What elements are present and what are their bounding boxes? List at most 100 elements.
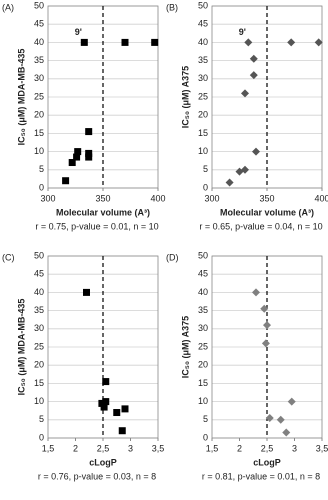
y-tick-label: 30 (198, 73, 208, 83)
x-tick-label: 3 (128, 443, 133, 453)
x-tick-label: 3,5 (316, 443, 328, 453)
y-tick-label: 15 (198, 378, 208, 388)
y-tick-label: 25 (34, 91, 44, 101)
point (74, 148, 82, 156)
y-tick-label: 20 (34, 110, 44, 120)
y-tick-label: 10 (34, 396, 44, 406)
y-tick-label: 20 (198, 360, 208, 370)
point (73, 153, 81, 161)
y-tick-label: 0 (39, 432, 44, 442)
y-axis-label: IC₅₀ (μM) MDA-MB-435 (16, 299, 26, 396)
panel-label: (A) (2, 2, 14, 12)
point (287, 397, 296, 406)
point (225, 178, 234, 187)
point (100, 403, 108, 411)
point (85, 149, 93, 157)
panel-label: (C) (2, 252, 15, 262)
point (265, 413, 274, 422)
point (85, 153, 93, 161)
y-tick-label: 30 (34, 73, 44, 83)
y-tick-label: 50 (34, 250, 44, 260)
x-tick-label: 350 (259, 193, 274, 203)
y-tick-label: 10 (34, 146, 44, 156)
x-tick-label: 3 (292, 443, 297, 453)
x-axis-label: cLogP (253, 457, 281, 467)
panel-label: (B) (166, 2, 178, 12)
x-axis-label: Molecular volume (A³) (220, 207, 314, 217)
point (83, 288, 90, 296)
point (102, 378, 110, 386)
x-tick-label: 300 (204, 193, 219, 203)
annotation: 9' (239, 27, 246, 37)
x-tick-label: 2,5 (97, 443, 110, 453)
y-tick-label: 45 (34, 19, 44, 29)
footer: r = 0.75, p-value = 0.01, n = 10 (35, 221, 158, 231)
y-tick-label: 5 (39, 414, 44, 424)
y-tick-label: 0 (203, 182, 208, 192)
y-tick-label: 50 (34, 0, 44, 10)
y-tick-label: 35 (34, 305, 44, 315)
y-axis-label: IC₅₀ (μM) MDA-MB-435 (16, 49, 26, 146)
y-tick-label: 15 (34, 378, 44, 388)
point (276, 415, 285, 424)
point (252, 147, 260, 156)
footer: r = 0.81, p-value = 0.01, n = 8 (202, 471, 320, 481)
x-tick-label: 1,5 (42, 443, 55, 453)
x-tick-label: 1,5 (206, 443, 219, 453)
y-tick-label: 45 (198, 19, 208, 29)
y-tick-label: 25 (34, 341, 44, 351)
x-tick-label: 300 (40, 193, 55, 203)
y-tick-label: 0 (39, 182, 44, 192)
point (260, 304, 269, 313)
point (263, 321, 271, 330)
point (113, 409, 121, 417)
y-tick-label: 40 (198, 37, 208, 47)
y-axis-label: IC₅₀ (μM) A375 (180, 316, 190, 378)
point (68, 159, 76, 167)
y-tick-label: 35 (198, 55, 208, 65)
y-tick-label: 25 (198, 91, 208, 101)
y-tick-label: 10 (198, 396, 208, 406)
point (252, 288, 260, 297)
y-tick-label: 0 (203, 432, 208, 442)
x-axis-label: cLogP (89, 457, 117, 467)
y-tick-label: 30 (34, 323, 44, 333)
y-tick-label: 30 (198, 323, 208, 333)
y-tick-label: 25 (198, 341, 208, 351)
x-tick-label: 2 (237, 443, 242, 453)
point (244, 38, 253, 47)
point (249, 71, 258, 80)
x-tick-label: 2 (73, 443, 78, 453)
y-tick-label: 15 (198, 128, 208, 138)
annotation: 9' (75, 27, 82, 37)
y-tick-label: 20 (198, 110, 208, 120)
point (261, 339, 270, 348)
x-tick-label: 350 (95, 193, 110, 203)
x-tick-label: 2,5 (261, 443, 274, 453)
y-tick-label: 50 (198, 0, 208, 10)
point (249, 54, 258, 63)
point (314, 38, 323, 47)
point (241, 165, 249, 174)
y-tick-label: 40 (34, 37, 44, 47)
y-tick-label: 10 (198, 146, 208, 156)
point (98, 399, 106, 407)
y-tick-label: 40 (198, 287, 208, 297)
y-axis-label: IC₅₀ (μM) A375 (180, 66, 190, 128)
y-tick-label: 20 (34, 360, 44, 370)
point (282, 428, 291, 437)
point (121, 38, 129, 46)
point (85, 128, 93, 136)
x-tick-label: 3,5 (152, 443, 165, 453)
y-tick-label: 5 (203, 414, 208, 424)
point (287, 38, 296, 47)
y-tick-label: 5 (203, 164, 208, 174)
y-tick-label: 5 (39, 164, 44, 174)
y-tick-label: 45 (198, 269, 208, 279)
point (80, 38, 88, 46)
y-tick-label: 35 (34, 55, 44, 65)
y-tick-label: 50 (198, 250, 208, 260)
point (241, 89, 249, 98)
point (151, 38, 159, 46)
